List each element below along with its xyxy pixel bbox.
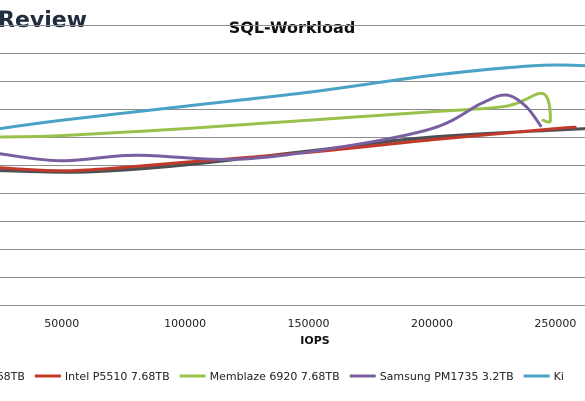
legend-label: Intel P5510 7.68TB bbox=[65, 370, 170, 383]
x-tick-label: 100000 bbox=[164, 317, 206, 330]
legend-label: Ki bbox=[554, 370, 564, 383]
x-tick-label: 150000 bbox=[288, 317, 330, 330]
x-axis-title: IOPS bbox=[300, 334, 330, 347]
x-tick-label: 50000 bbox=[44, 317, 79, 330]
series-lines bbox=[0, 63, 585, 174]
legend: PM9A3 7.68TB Intel P5510 7.68TB Memblaze 6… bbox=[0, 370, 564, 383]
gridlines bbox=[0, 25, 585, 306]
chart-title: SQL-Workload bbox=[229, 18, 356, 37]
brand-logo-text: Review bbox=[0, 8, 87, 33]
series-line bbox=[0, 93, 543, 163]
series-line bbox=[0, 63, 585, 131]
x-axis-ticks: 50000 100000 150000 200000 250000 bbox=[44, 317, 576, 330]
legend-label: Memblaze 6920 7.68TB bbox=[210, 370, 340, 383]
x-tick-label: 250000 bbox=[534, 317, 576, 330]
series-line bbox=[0, 91, 552, 139]
legend-label: PM9A3 7.68TB bbox=[0, 370, 25, 383]
legend-label: Samsung PM1735 3.2TB bbox=[380, 370, 514, 383]
x-tick-label: 200000 bbox=[411, 317, 453, 330]
